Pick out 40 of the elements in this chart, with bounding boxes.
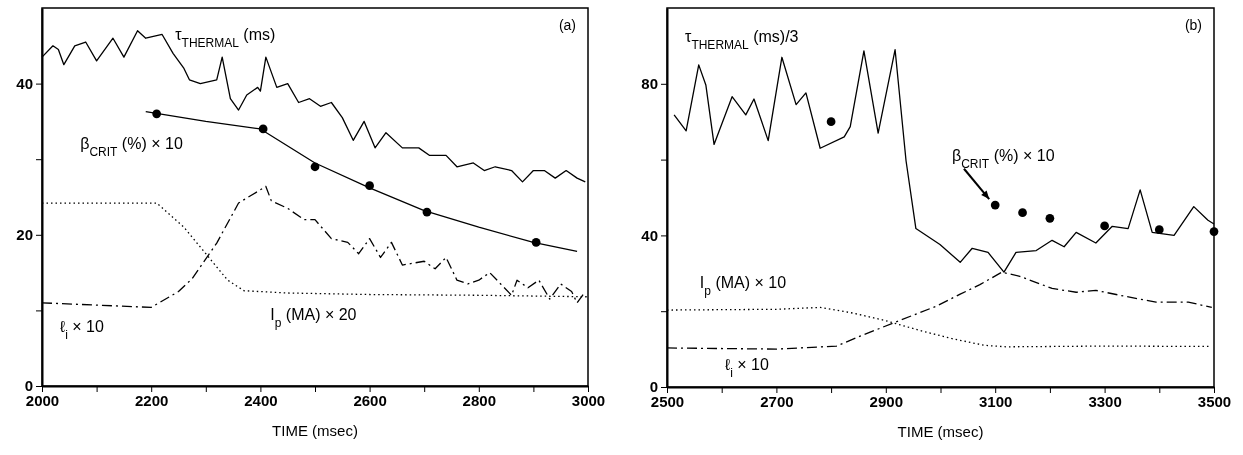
point: [152, 109, 162, 119]
line-series: [145, 110, 578, 253]
y-tick-label: 20: [16, 226, 33, 244]
series-label: β$_{CRIT}$ (%) × 10: [80, 135, 183, 160]
point: [310, 162, 320, 172]
point: [1100, 221, 1109, 231]
annotation: (b): [1184, 17, 1202, 33]
x-tick-label: 3100: [979, 392, 1013, 410]
series-label: τ$_{THERMAL}$ (ms): [175, 25, 276, 50]
point: [1209, 227, 1219, 236]
x-tick-label: 3500: [1197, 392, 1232, 410]
point: [1018, 208, 1027, 218]
point: [258, 124, 268, 134]
annotation: (a): [558, 17, 576, 33]
y-tick-label: 40: [16, 74, 33, 92]
x-tick-label: 3000: [571, 391, 606, 409]
point: [1045, 213, 1055, 223]
point: [990, 200, 1000, 210]
x-tick-label: 2700: [760, 392, 794, 410]
y-tick-label: 40: [641, 226, 658, 244]
text: β$_{CRIT}$ (%) × 10: [951, 146, 1055, 171]
series-label: I$_{p}$ (MA) × 10: [699, 274, 787, 299]
series-label: τ$_{THERMAL}$ (ms)/3: [685, 28, 799, 53]
x-tick-label: 2900: [869, 392, 903, 410]
x-tick-label: 3300: [1088, 392, 1122, 410]
point: [826, 117, 836, 127]
point: [1154, 225, 1164, 235]
x-axis-title: TIME (msec): [897, 423, 984, 440]
series-label: I$_{p}$ (MA) × 20: [270, 306, 357, 331]
x-tick-label: 2400: [244, 391, 278, 409]
x-tick-label: 2800: [462, 391, 496, 409]
series-label: ℓ$_{i}$ × 10: [724, 355, 769, 380]
x-tick-label: 2200: [135, 391, 169, 409]
series-label: ℓ$_{i}$ × 10: [60, 318, 104, 343]
x-tick-label: 2600: [353, 391, 387, 409]
x-axis-title: TIME (msec): [272, 422, 358, 439]
point: [365, 181, 374, 191]
y-tick-label: 80: [641, 75, 658, 93]
point: [531, 238, 541, 247]
point: [422, 207, 432, 217]
